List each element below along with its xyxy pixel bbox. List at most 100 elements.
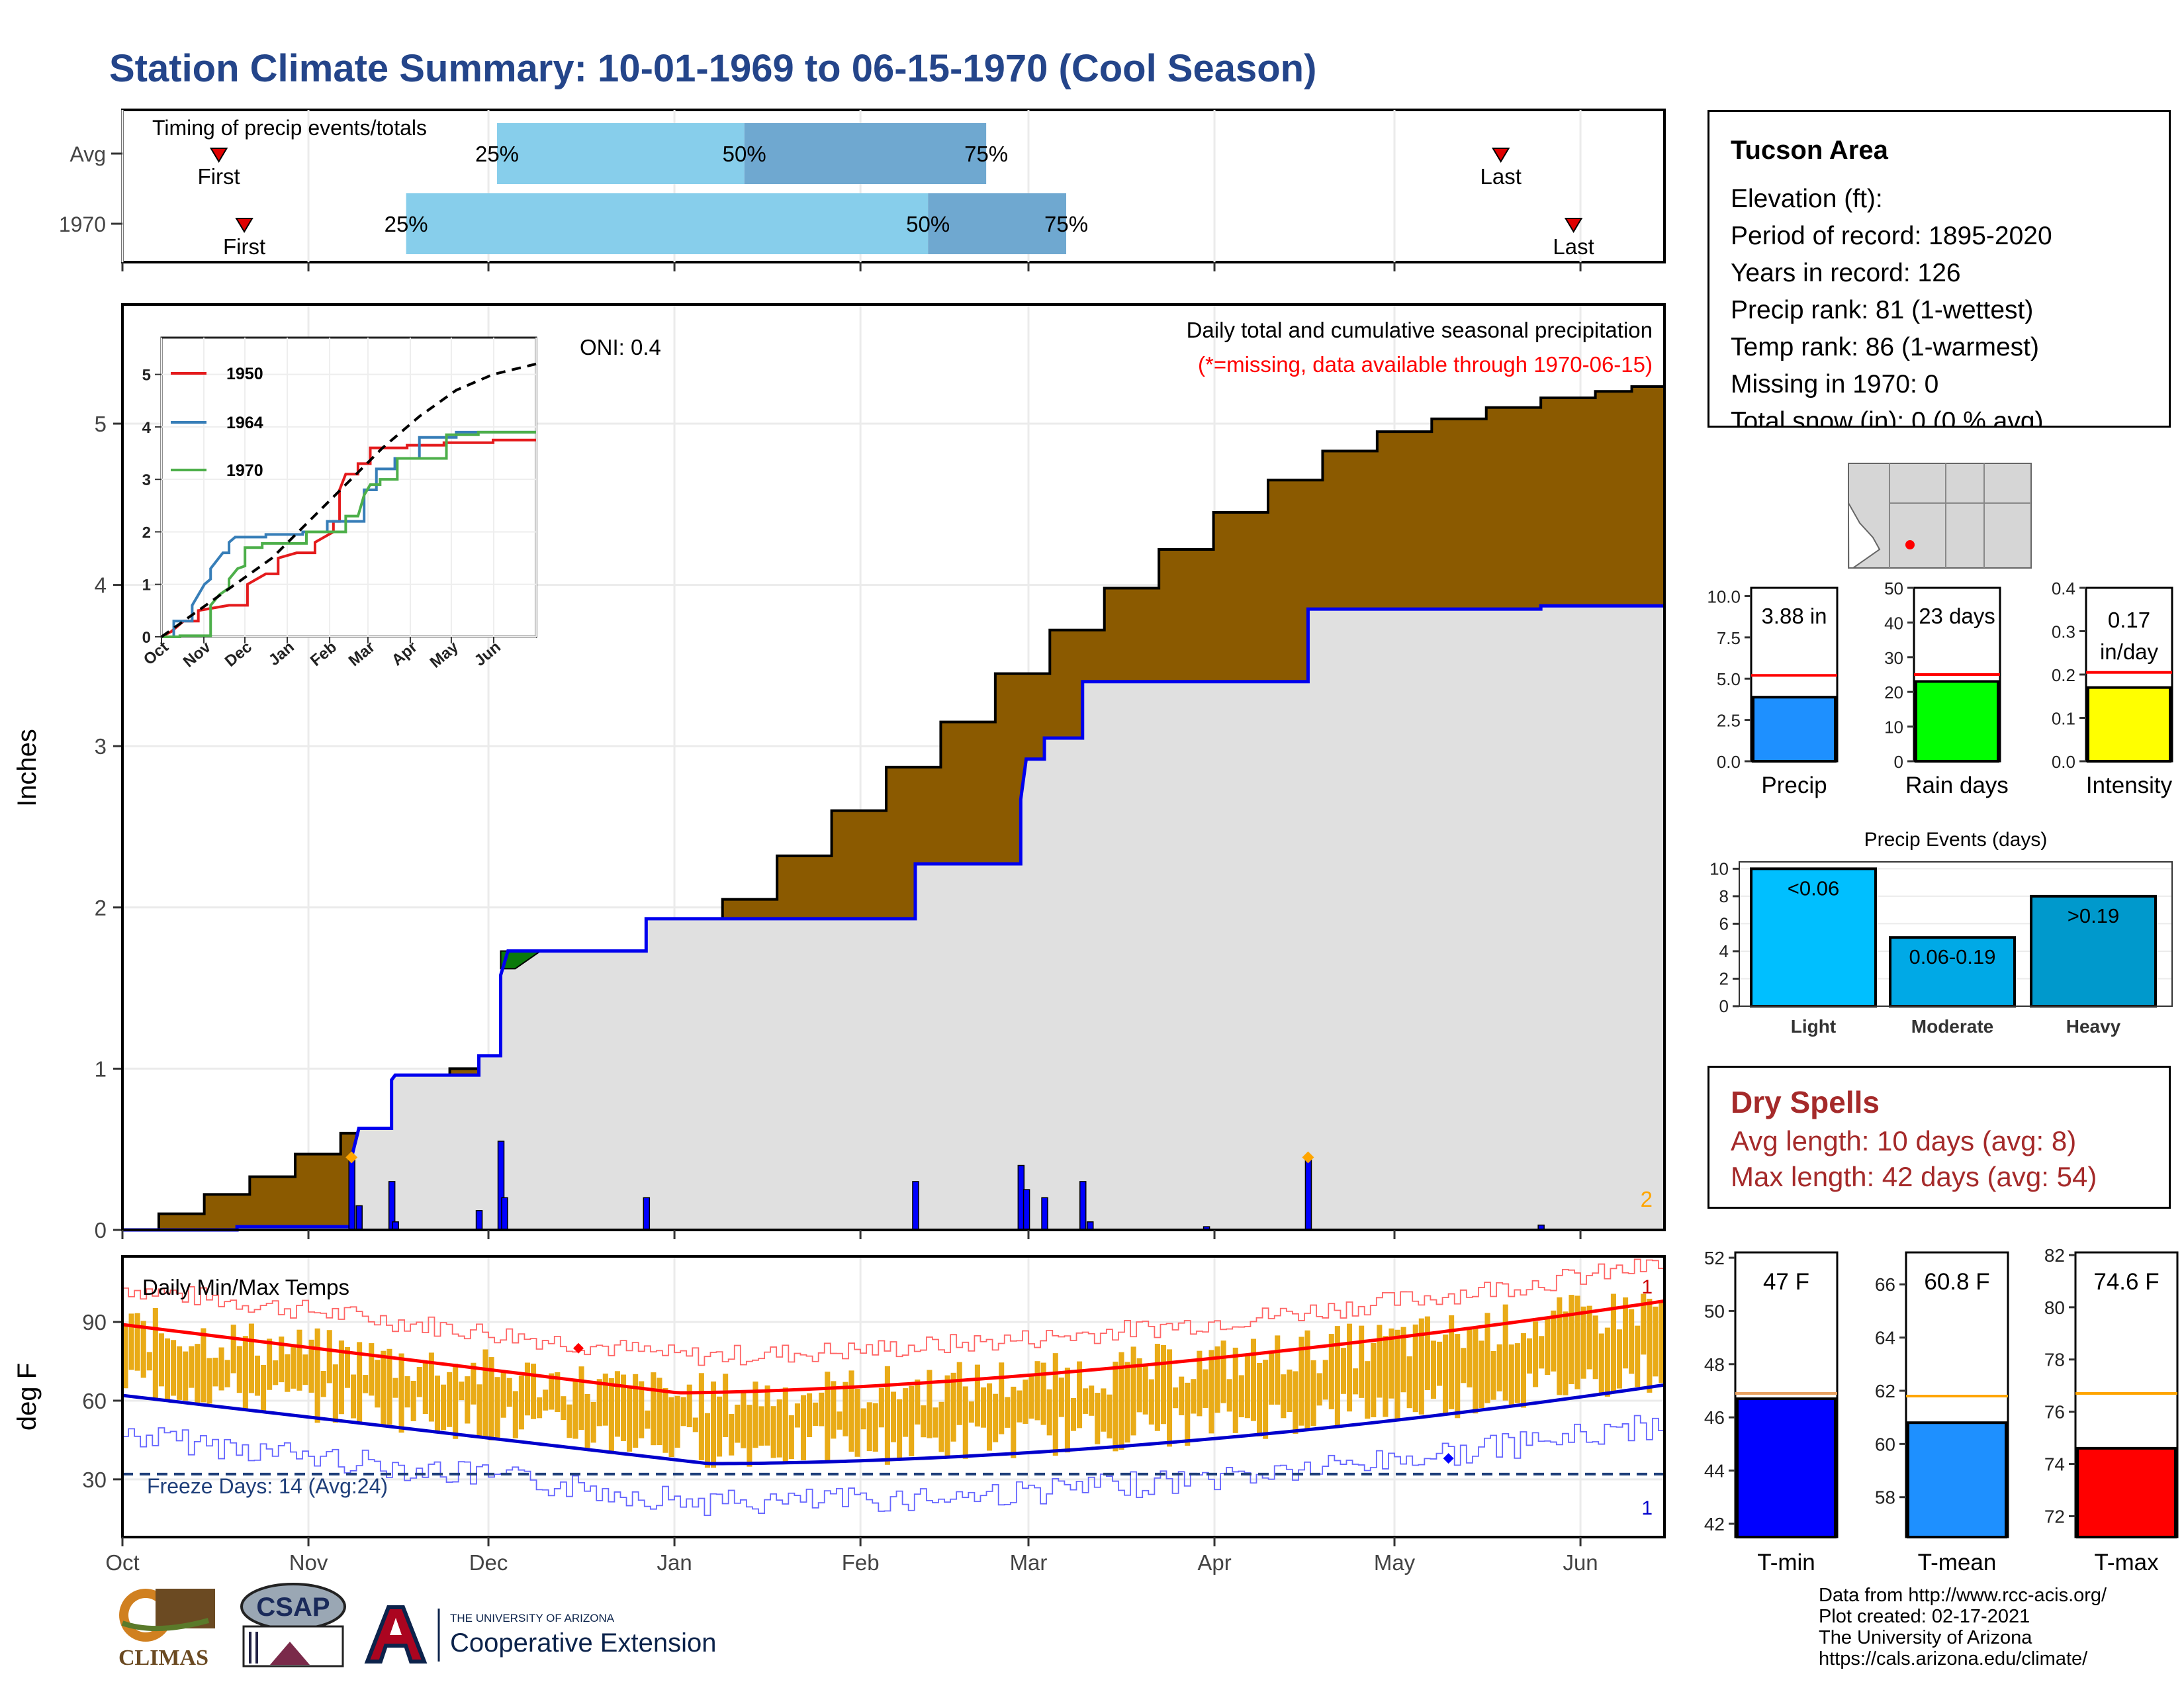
temp-mini-y-tick-label: 44: [1704, 1461, 1725, 1481]
precip-y-tick-label: 3: [95, 734, 107, 759]
daily-temp-bar: [662, 1387, 668, 1453]
daily-temp-bar: [747, 1405, 752, 1467]
daily-temp-bar: [890, 1391, 897, 1442]
daily-temp-bar: [1040, 1362, 1046, 1425]
daily-temp-bar: [1490, 1350, 1496, 1400]
daily-temp-bar: [842, 1382, 848, 1436]
mini-y-tick-label: 2.5: [1717, 711, 1741, 731]
daily-temp-bar: [1214, 1346, 1220, 1413]
daily-temp-bar: [710, 1382, 717, 1468]
mini-y-tick-label: 0.1: [2052, 709, 2075, 729]
daily-temp-bar: [1467, 1327, 1473, 1387]
mini-category-label: Intensity: [2086, 773, 2173, 798]
daily-temp-bar: [206, 1358, 212, 1404]
daily-temp-bar: [164, 1338, 171, 1399]
events-frame: [1739, 861, 2173, 1007]
missing-count: 2: [1641, 1187, 1653, 1211]
daily-temp-bar: [1406, 1356, 1412, 1409]
daily-temp-bar: [1412, 1324, 1418, 1413]
daily-temp-bar: [506, 1378, 512, 1407]
daily-temp-bar: [465, 1376, 471, 1424]
climas-logo-text: CLIMAS: [118, 1646, 208, 1670]
daily-temp-bar: [770, 1406, 776, 1458]
month-tick-label: Nov: [289, 1550, 328, 1575]
daily-temp-bar: [549, 1373, 555, 1410]
daily-temp-bar: [860, 1408, 866, 1430]
record-high-count: 1: [1641, 1276, 1653, 1298]
daily-temp-bar: [512, 1391, 518, 1438]
mini-value-bar: [2087, 686, 2171, 763]
daily-temp-bar: [338, 1340, 344, 1415]
daily-temp-bar: [134, 1313, 140, 1371]
daily-temp-bar: [1443, 1335, 1449, 1415]
daily-temp-bar: [674, 1395, 680, 1448]
daily-precip-bar: [643, 1197, 651, 1231]
precip-missing-caption: (*=missing, data available through 1970-…: [1198, 352, 1653, 377]
daily-temp-bar: [1191, 1379, 1197, 1414]
station-period: Period of record: 1895-2020: [1731, 222, 2052, 250]
daily-temp-bar: [1220, 1340, 1226, 1403]
daily-temp-bar: [398, 1353, 404, 1433]
daily-temp-bar: [1430, 1340, 1436, 1399]
temp-mini-value-label: 47 F: [1763, 1269, 1809, 1295]
daily-temp-bar: [537, 1397, 543, 1419]
inset-y-tick-label: 0: [142, 629, 151, 647]
daily-temp-bar: [1263, 1360, 1269, 1439]
daily-temp-bar: [416, 1366, 422, 1397]
daily-temp-bar: [837, 1411, 842, 1430]
timing-bar-50-75: [744, 123, 987, 184]
temp-frame: [121, 1255, 1666, 1538]
daily-temp-bar: [1269, 1351, 1275, 1405]
station-name: Tucson Area: [1731, 136, 1888, 165]
daily-temp-bar: [471, 1362, 477, 1405]
oni-label: ONI: 0.4: [580, 335, 661, 359]
temp-y-tick-label: 60: [82, 1389, 107, 1413]
mini-y-tick-label: 5.0: [1717, 669, 1741, 689]
daily-temp-bar: [776, 1399, 782, 1458]
daily-temp-bar: [530, 1363, 537, 1419]
events-y-tick-label: 8: [1719, 886, 1729, 906]
daily-temp-bar: [831, 1381, 837, 1439]
daily-temp-bar: [1340, 1348, 1346, 1394]
daily-temp-bar: [1287, 1369, 1293, 1412]
daily-temp-bar: [1328, 1334, 1334, 1409]
daily-temp-bar: [482, 1349, 488, 1439]
daily-temp-bar: [1226, 1379, 1232, 1412]
daily-temp-bar: [387, 1348, 392, 1425]
inset-legend-label: 1964: [226, 414, 263, 432]
missing-data-marker: [345, 1151, 358, 1164]
daily-temp-bar: [933, 1407, 938, 1438]
mini-y-tick-label: 0.0: [2052, 752, 2075, 772]
timing-row-label: 1970: [59, 212, 106, 236]
credit-line: The University of Arizona: [1819, 1627, 2032, 1648]
temp-mini-value-label: 74.6 F: [2093, 1269, 2159, 1295]
mini-value-bar: [1752, 696, 1837, 763]
mini-y-tick-label: 0.2: [2052, 665, 2075, 685]
events-range-label: 0.06-0.19: [1909, 945, 1996, 968]
daily-temp-bar: [1005, 1397, 1011, 1428]
timing-row-label: Avg: [69, 142, 106, 166]
daily-temp-bar: [1526, 1338, 1533, 1374]
observed-cumulative-line: [122, 604, 1664, 1232]
daily-temp-bar: [878, 1387, 884, 1428]
daily-temp-bar: [974, 1364, 980, 1427]
month-tick-label: Jun: [1563, 1550, 1598, 1575]
timing-marker: [1491, 148, 1510, 163]
month-tick-label: May: [1374, 1550, 1416, 1575]
daily-temp-bar: [794, 1403, 800, 1428]
daily-temp-bar: [1545, 1317, 1551, 1375]
daily-precip-bar: [1023, 1189, 1030, 1231]
daily-temp-bar: [1095, 1393, 1101, 1444]
month-tick-label: Oct: [105, 1550, 139, 1575]
daily-temp-bar: [1436, 1341, 1443, 1386]
temp-mini-y-tick-label: 46: [1704, 1407, 1725, 1428]
freeze-days-label: Freeze Days: 14 (Avg:24): [147, 1474, 388, 1498]
csap-logo: CSAP: [230, 1579, 349, 1678]
daily-temp-bar: [1316, 1373, 1322, 1406]
daily-temp-bar: [1083, 1388, 1089, 1414]
daily-temp-bar: [1052, 1353, 1058, 1456]
daily-temp-bar: [1250, 1338, 1257, 1421]
daily-temp-bar: [1232, 1347, 1238, 1433]
daily-temp-bar: [980, 1387, 987, 1428]
